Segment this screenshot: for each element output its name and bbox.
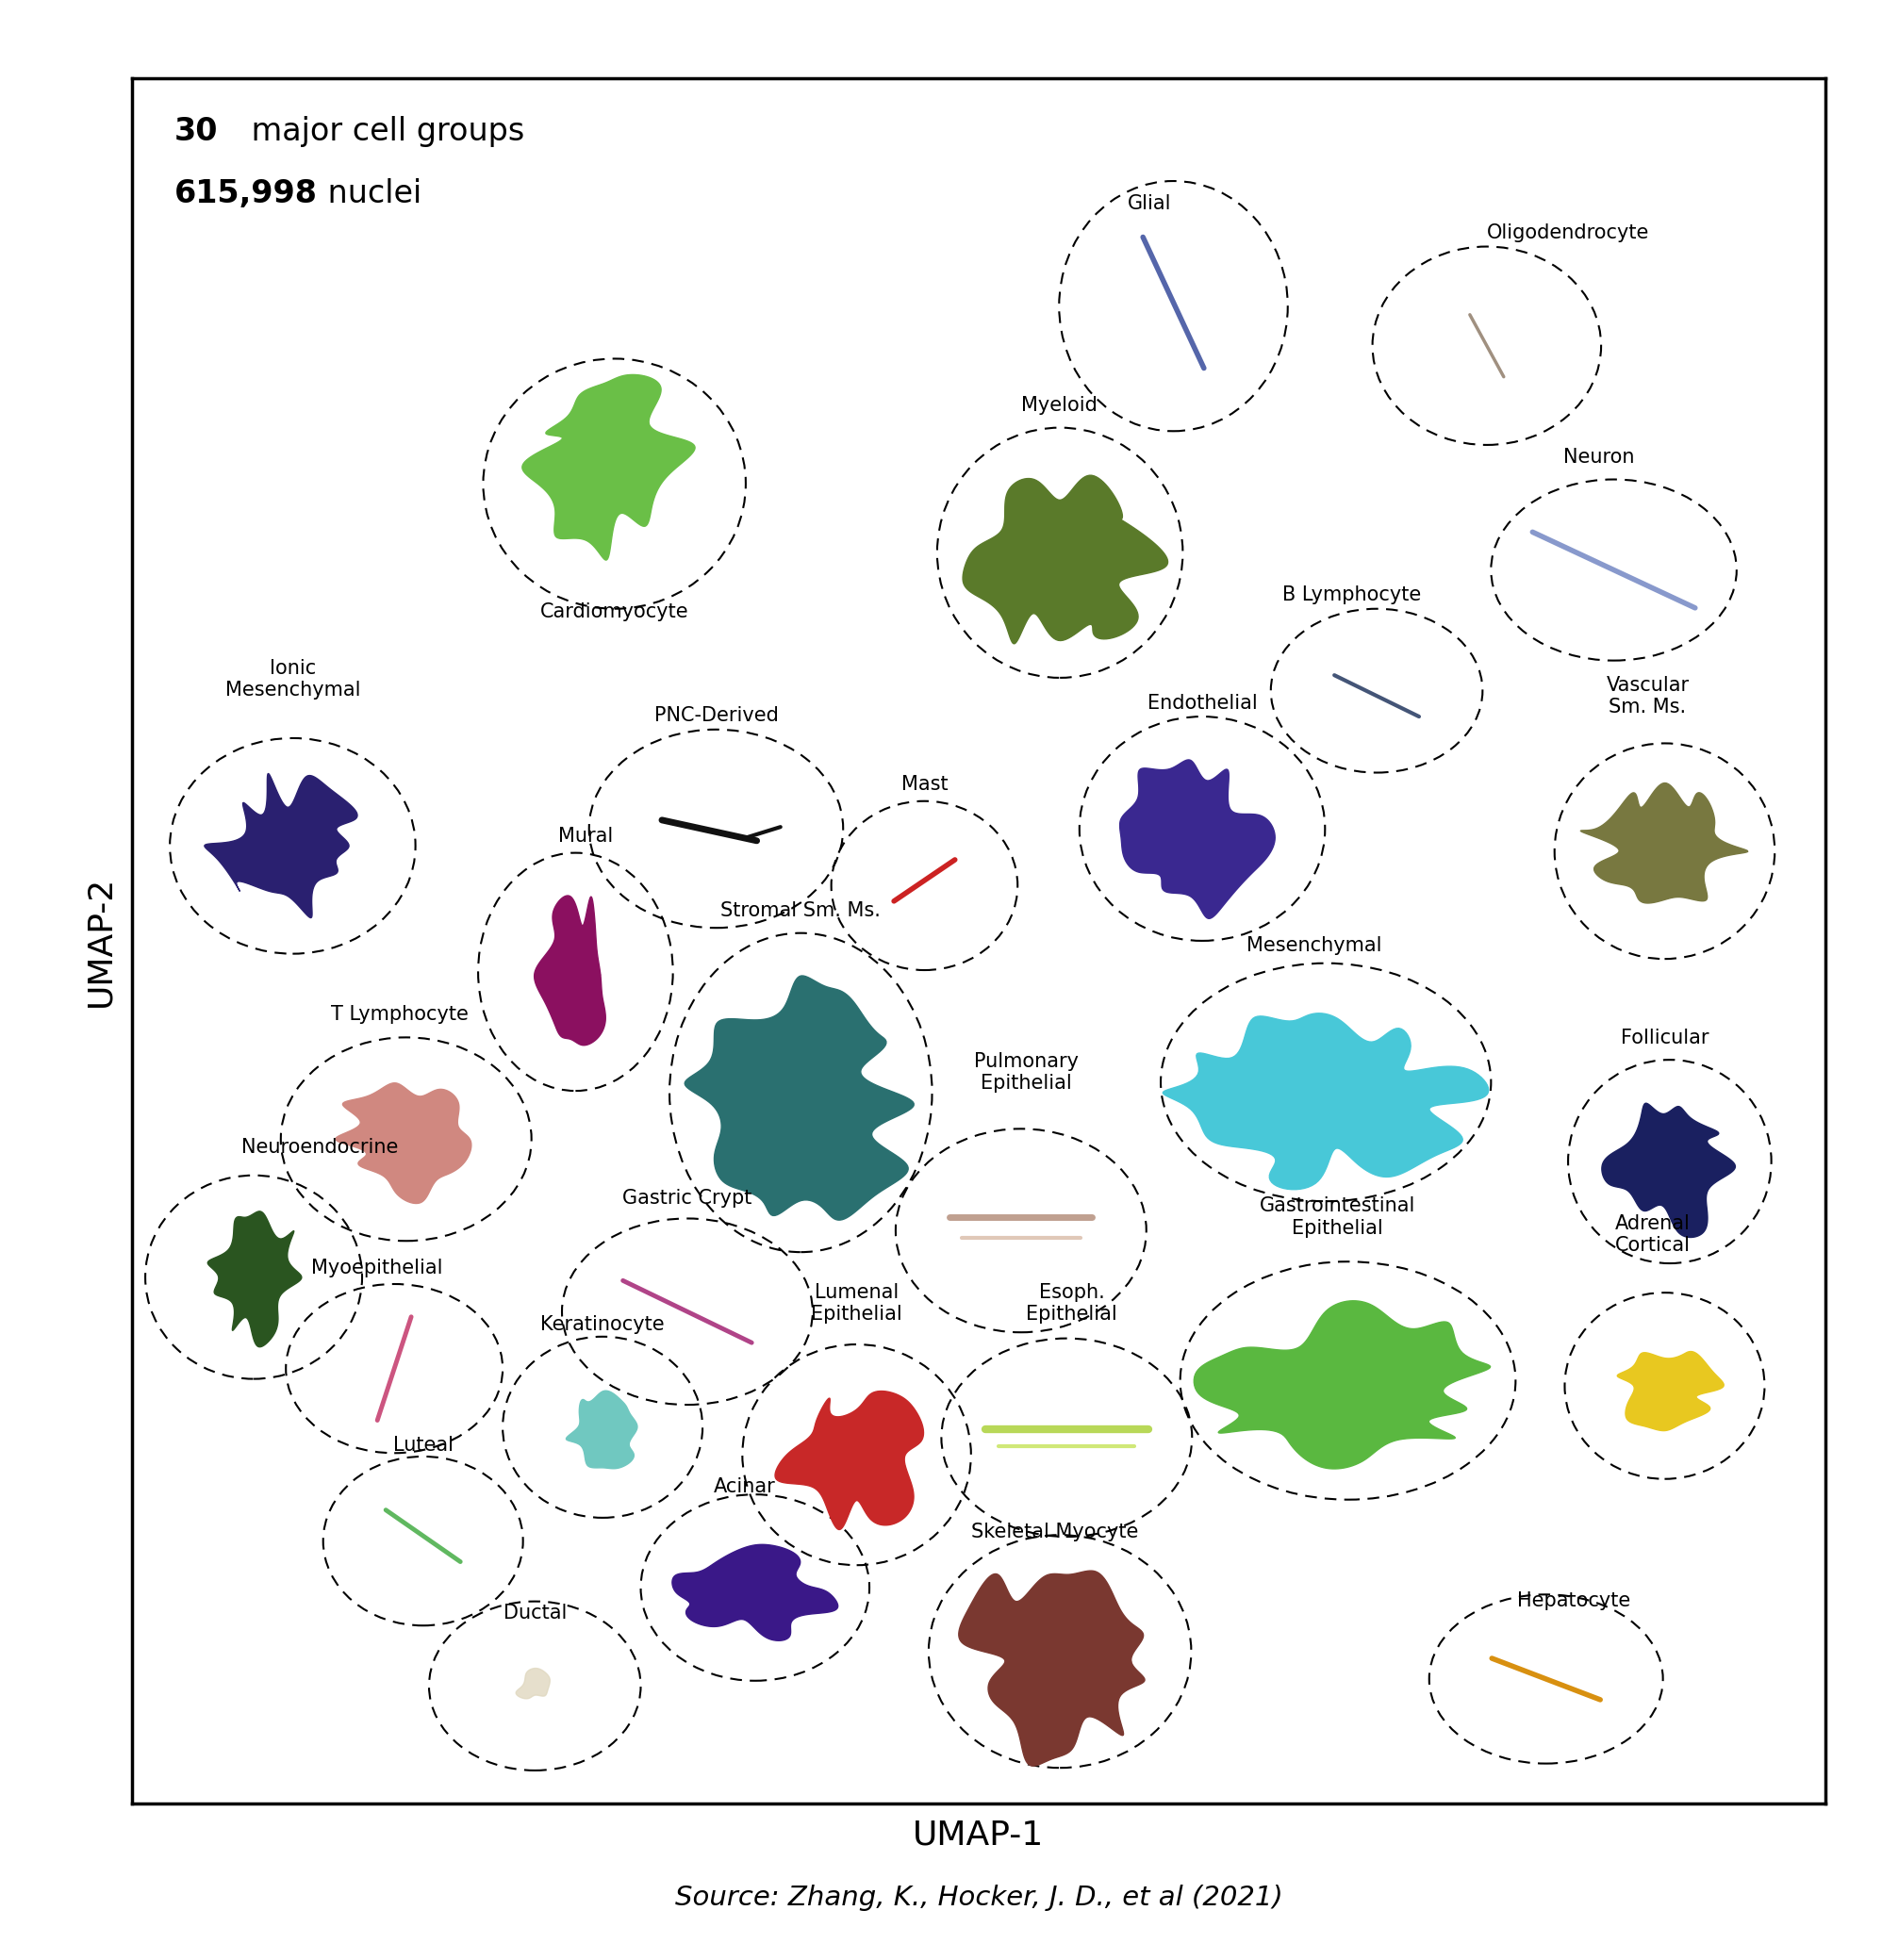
Text: Stromal Sm. Ms.: Stromal Sm. Ms.: [721, 902, 881, 919]
Text: Gastrointestinal
Epithelial: Gastrointestinal Epithelial: [1259, 1198, 1415, 1237]
Text: Acinar: Acinar: [713, 1478, 775, 1495]
Text: Gastric Crypt: Gastric Crypt: [623, 1190, 753, 1207]
Text: Endothelial: Endothelial: [1148, 694, 1257, 713]
Text: Myeloid: Myeloid: [1020, 396, 1097, 416]
Text: Ductal: Ductal: [502, 1603, 566, 1623]
Polygon shape: [672, 1544, 837, 1641]
Text: Luteal: Luteal: [393, 1437, 454, 1454]
Polygon shape: [1120, 760, 1274, 919]
Text: Source: Zhang, K., Hocker, J. D., et al (2021): Source: Zhang, K., Hocker, J. D., et al …: [674, 1886, 1284, 1911]
Polygon shape: [205, 774, 358, 917]
Polygon shape: [516, 1668, 550, 1699]
Text: Keratinocyte: Keratinocyte: [540, 1315, 664, 1335]
Polygon shape: [207, 1211, 301, 1347]
Text: Oligodendrocyte: Oligodendrocyte: [1487, 223, 1649, 243]
Polygon shape: [964, 476, 1169, 643]
Text: Mast: Mast: [901, 776, 949, 794]
Text: Vascular
Sm. Ms.: Vascular Sm. Ms.: [1605, 676, 1690, 717]
Y-axis label: UMAP-2: UMAP-2: [85, 876, 117, 1005]
Polygon shape: [1193, 1301, 1491, 1468]
Polygon shape: [1581, 782, 1748, 904]
Polygon shape: [1617, 1352, 1724, 1431]
Text: 30: 30: [173, 116, 218, 147]
Text: Glial: Glial: [1127, 194, 1171, 214]
Polygon shape: [1163, 1013, 1489, 1190]
Polygon shape: [335, 1084, 470, 1203]
Polygon shape: [1602, 1103, 1735, 1237]
Text: T Lymphocyte: T Lymphocyte: [331, 1005, 469, 1023]
Polygon shape: [566, 1392, 638, 1468]
Text: Hepatocyte: Hepatocyte: [1517, 1592, 1630, 1609]
Text: Neuroendocrine: Neuroendocrine: [241, 1137, 399, 1156]
Text: Pulmonary
Epithelial: Pulmonary Epithelial: [973, 1053, 1078, 1092]
Polygon shape: [521, 374, 694, 561]
Text: Adrenal
Cortical: Adrenal Cortical: [1615, 1213, 1690, 1254]
Text: Cardiomyocyte: Cardiomyocyte: [540, 604, 689, 621]
Text: Neuron: Neuron: [1562, 447, 1634, 466]
Text: Mural: Mural: [559, 827, 614, 847]
Polygon shape: [685, 976, 915, 1219]
X-axis label: UMAP-1: UMAP-1: [913, 1819, 1045, 1850]
Text: Myoepithelial: Myoepithelial: [312, 1258, 442, 1278]
Polygon shape: [958, 1570, 1144, 1766]
Polygon shape: [534, 896, 606, 1045]
Polygon shape: [775, 1392, 924, 1529]
Text: Follicular: Follicular: [1620, 1029, 1709, 1049]
Text: Ionic
Mesenchymal: Ionic Mesenchymal: [226, 659, 359, 700]
Text: Mesenchymal: Mesenchymal: [1246, 935, 1381, 955]
Text: B Lymphocyte: B Lymphocyte: [1282, 586, 1421, 604]
Text: Skeletal Myocyte: Skeletal Myocyte: [971, 1523, 1139, 1541]
Text: major cell groups: major cell groups: [241, 116, 525, 147]
Text: Lumenal
Epithelial: Lumenal Epithelial: [811, 1284, 901, 1323]
Text: 615,998: 615,998: [173, 178, 318, 210]
Text: nuclei: nuclei: [318, 178, 422, 210]
Text: Esoph.
Epithelial: Esoph. Epithelial: [1026, 1284, 1118, 1323]
Text: PNC-Derived: PNC-Derived: [653, 706, 779, 725]
